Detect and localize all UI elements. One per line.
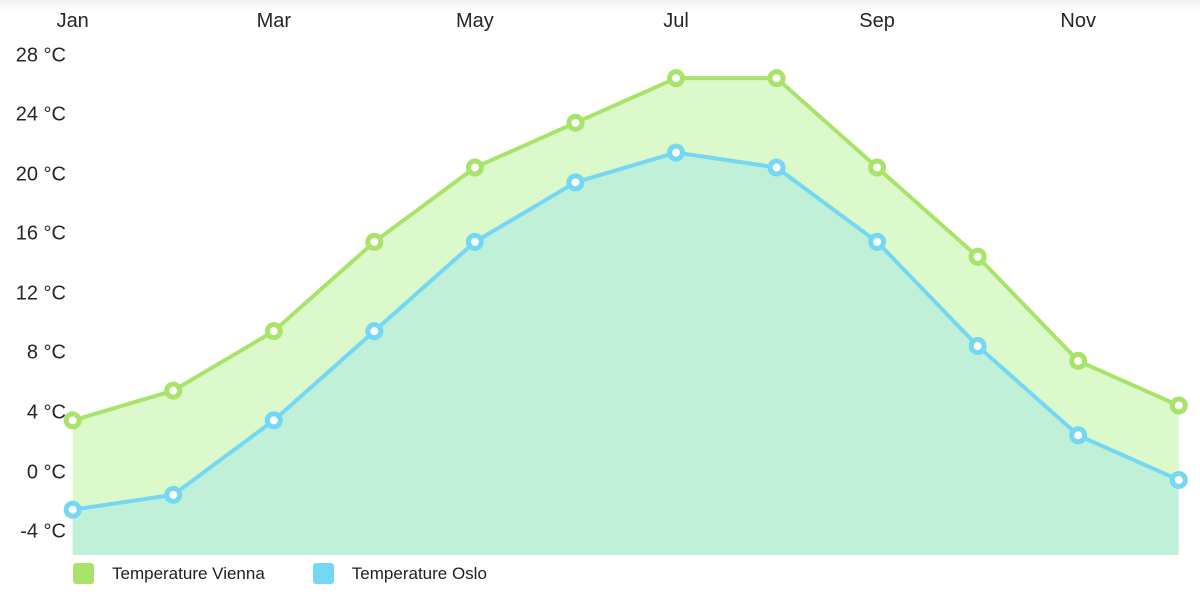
- oslo-data-point-marker: [264, 411, 283, 430]
- vienna-data-point-marker: [767, 69, 786, 88]
- legend-label-vienna: Temperature Vienna: [112, 563, 265, 583]
- y-axis-label--4: -4 °C: [20, 520, 66, 543]
- y-axis-label-0: 0 °C: [26, 461, 66, 483]
- oslo-data-point-marker: [1169, 470, 1188, 489]
- x-axis-label-nov: Nov: [1060, 10, 1096, 32]
- vienna-data-point-marker: [365, 232, 384, 251]
- oslo-line: [70, 150, 1181, 512]
- oslo-data-point-marker: [868, 232, 887, 251]
- x-axis-label-may: May: [455, 10, 494, 32]
- vienna-data-point-marker: [164, 381, 183, 400]
- x-axis-label-sep: Sep: [859, 10, 895, 32]
- oslo-data-point-marker: [465, 232, 484, 251]
- oslo-data-point-marker: [1069, 426, 1088, 445]
- vienna-data-point-marker: [667, 69, 685, 88]
- oslo-data-point-marker: [767, 158, 786, 177]
- vienna-line: [70, 76, 1181, 423]
- oslo-data-point-marker: [968, 337, 987, 356]
- legend-item-vienna[interactable]: Temperature Vienna: [73, 563, 265, 584]
- y-axis-label-16: 16 °C: [15, 222, 66, 245]
- vienna-data-point-marker: [968, 247, 987, 266]
- oslo-data-point-marker: [365, 322, 384, 341]
- vienna-area-fill: [72, 78, 1179, 556]
- x-axis-label-jul: Jul: [663, 10, 689, 32]
- vienna-data-point-marker: [465, 158, 484, 177]
- chart-legend: Temperature Vienna Temperature Oslo: [73, 563, 487, 584]
- legend-item-oslo[interactable]: Temperature Oslo: [312, 563, 487, 584]
- oslo-data-point-marker: [164, 485, 183, 504]
- vienna-data-point-marker: [264, 322, 283, 341]
- oslo-data-point-marker: [566, 173, 585, 192]
- y-axis-label-28: 28 °C: [15, 44, 66, 67]
- vienna-data-point-marker: [566, 113, 585, 132]
- oslo-data-point-marker: [667, 143, 685, 162]
- vienna-data-point-marker: [868, 158, 887, 177]
- legend-label-oslo: Temperature Oslo: [351, 563, 487, 583]
- vienna-data-point-marker: [63, 411, 82, 430]
- x-axis-label-jan: Jan: [56, 10, 89, 32]
- oslo-series-swatch-icon: [312, 563, 334, 584]
- oslo-area-fill: [72, 152, 1179, 555]
- y-axis-label-8: 8 °C: [26, 341, 66, 364]
- y-axis-label-12: 12 °C: [15, 282, 66, 305]
- oslo-data-point-marker: [63, 500, 82, 519]
- y-axis-label-24: 24 °C: [15, 103, 66, 126]
- vienna-series-swatch-icon: [73, 563, 94, 584]
- x-axis-label-mar: Mar: [256, 10, 292, 32]
- vienna-data-point-marker: [1169, 396, 1188, 415]
- y-axis-label-20: 20 °C: [15, 163, 66, 186]
- vienna-data-point-marker: [1069, 351, 1088, 370]
- y-axis-label-4: 4 °C: [26, 401, 66, 424]
